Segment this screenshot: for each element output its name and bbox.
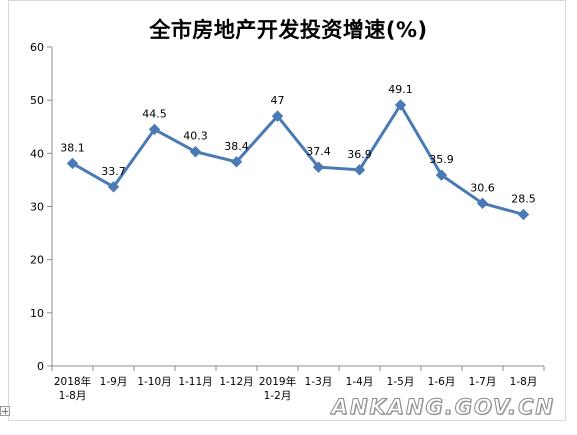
y-tick-label: 40 bbox=[30, 147, 44, 160]
data-point bbox=[148, 123, 161, 136]
data-label: 49.1 bbox=[388, 83, 413, 96]
x-tick-label: 2018年 1-8月 bbox=[54, 375, 91, 402]
data-label: 40.3 bbox=[183, 130, 208, 143]
data-point bbox=[517, 208, 530, 221]
data-point bbox=[394, 99, 407, 111]
data-label: 37.4 bbox=[306, 145, 331, 158]
data-point bbox=[189, 146, 202, 158]
y-tick-label: 30 bbox=[30, 201, 44, 214]
x-tick-label: 1-7月 bbox=[469, 376, 497, 388]
watermark-logo: ANKANG.GOV.CN bbox=[331, 395, 555, 420]
x-tick-label: 1-10月 bbox=[137, 376, 171, 388]
chart-title: 全市房地产开发投资增速(%) bbox=[149, 18, 428, 42]
x-tick-label: 1-9月 bbox=[100, 376, 128, 388]
data-point bbox=[230, 156, 243, 168]
table-move-handle-icon[interactable] bbox=[0, 406, 10, 416]
x-tick-label: 2019年 1-2月 bbox=[259, 375, 296, 402]
x-tick-label: 1-11月 bbox=[178, 376, 212, 388]
data-label: 36.9 bbox=[347, 148, 372, 161]
data-point bbox=[271, 110, 284, 122]
data-label: 28.5 bbox=[511, 192, 536, 205]
x-tick-label: 1-4月 bbox=[346, 376, 374, 388]
data-point bbox=[435, 169, 448, 181]
data-point bbox=[476, 197, 489, 210]
data-point bbox=[353, 164, 366, 176]
data-point bbox=[107, 181, 120, 193]
data-label: 35.9 bbox=[429, 153, 454, 166]
x-tick-label: 1-5月 bbox=[387, 376, 415, 388]
x-tick-label: 1-12月 bbox=[219, 376, 253, 388]
data-point bbox=[312, 161, 325, 173]
y-tick-label: 60 bbox=[30, 41, 44, 54]
y-tick-label: 10 bbox=[30, 307, 44, 320]
y-tick-label: 50 bbox=[30, 94, 44, 107]
data-label: 33.7 bbox=[101, 165, 126, 178]
data-label: 30.6 bbox=[470, 181, 495, 194]
y-tick-label: 20 bbox=[30, 254, 44, 267]
data-label: 47 bbox=[271, 94, 285, 107]
data-label: 38.4 bbox=[224, 140, 249, 153]
x-tick-label: 1-6月 bbox=[428, 376, 456, 388]
x-tick-label: 1-3月 bbox=[305, 376, 333, 388]
x-tick-label: 1-8月 bbox=[510, 376, 538, 388]
data-label: 38.1 bbox=[60, 141, 85, 154]
chart-frame bbox=[8, 0, 566, 421]
series-line bbox=[71, 103, 524, 216]
data-label: 44.5 bbox=[142, 107, 167, 120]
data-point bbox=[66, 157, 79, 170]
y-tick-label: 0 bbox=[37, 360, 44, 373]
